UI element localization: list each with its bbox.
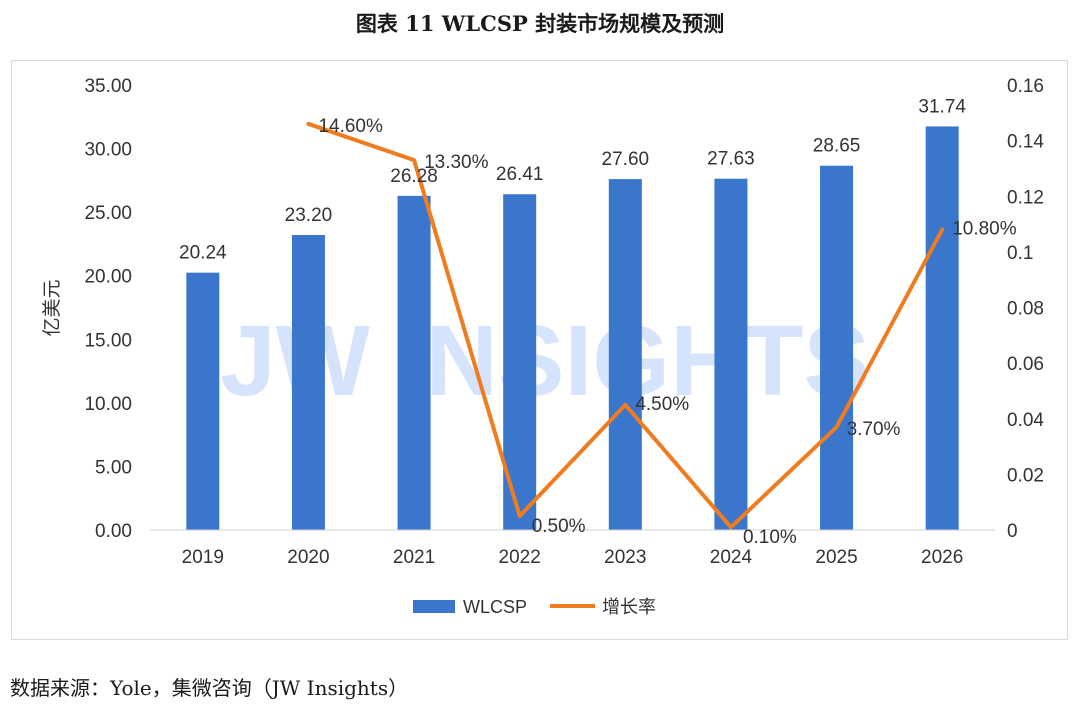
x-tick-label: 2023 [604,547,646,568]
watermark-text: JW INSIGHTS [220,305,870,417]
y-right-tick-label: 0.06 [1007,354,1044,375]
growth-rate-label: 14.60% [318,116,383,137]
legend-label-wlcsp: WLCSP [463,597,527,617]
bar-wlcsp [820,165,854,530]
bar-wlcsp [291,235,325,530]
legend-label-growth: 增长率 [602,597,656,617]
bar-wlcsp [925,126,959,530]
growth-rate-label: 0.10% [743,527,797,548]
growth-rate-label: 13.30% [424,152,489,173]
bar-wlcsp [608,179,642,531]
bar-wlcsp [186,272,220,530]
bar-wlcsp [714,178,748,530]
y-right-tick-label: 0.08 [1007,299,1044,320]
y-left-tick-label: 0.00 [95,521,132,542]
growth-rate-label: 0.50% [532,516,586,537]
y-axis-title: 亿美元 [41,279,63,336]
bar-value-label: 27.60 [602,149,650,170]
x-tick-label: 2024 [710,547,753,568]
x-tick-label: 2022 [499,547,541,568]
chart-frame [11,60,1068,640]
y-right-tick-label: 0.04 [1007,410,1044,431]
growth-rate-label: 4.50% [635,394,689,415]
bar-value-label: 27.63 [707,149,755,170]
y-left-tick-label: 35.00 [84,76,132,97]
y-left-tick-label: 15.00 [84,330,132,351]
bar-value-label: 28.65 [813,136,861,157]
y-right-tick-label: 0.14 [1007,132,1044,153]
bar-value-label: 26.28 [390,166,438,187]
x-tick-label: 2021 [393,547,435,568]
x-tick-label: 2025 [815,547,857,568]
y-left-tick-label: 10.00 [84,394,132,415]
source-note: 数据来源：Yole，集微咨询（JW Insights） [10,676,409,700]
page-title: 图表 11 WLCSP 封装市场规模及预测 [355,11,725,36]
y-right-tick-label: 0 [1007,521,1018,542]
y-left-tick-label: 20.00 [84,267,132,288]
bar-wlcsp [397,195,431,530]
y-right-tick-label: 0.1 [1007,243,1033,264]
growth-rate-label: 10.80% [952,219,1017,240]
y-right-tick-label: 0.16 [1007,76,1044,97]
bar-value-label: 26.41 [496,164,544,185]
bar-value-label: 31.74 [918,96,966,117]
y-left-tick-label: 25.00 [84,203,132,224]
bar-value-label: 20.24 [179,243,227,264]
x-tick-label: 2019 [182,547,224,568]
y-left-tick-label: 30.00 [84,140,132,161]
growth-rate-line [306,121,945,530]
y-right-tick-label: 0.02 [1007,465,1044,486]
x-tick-label: 2026 [921,547,963,568]
y-right-tick-label: 0.12 [1007,187,1044,208]
growth-rate-label: 3.70% [847,419,901,440]
bar-value-label: 23.20 [285,205,333,226]
legend-swatch-wlcsp [413,600,455,613]
x-tick-label: 2020 [287,547,329,568]
y-left-tick-label: 5.00 [95,457,132,478]
